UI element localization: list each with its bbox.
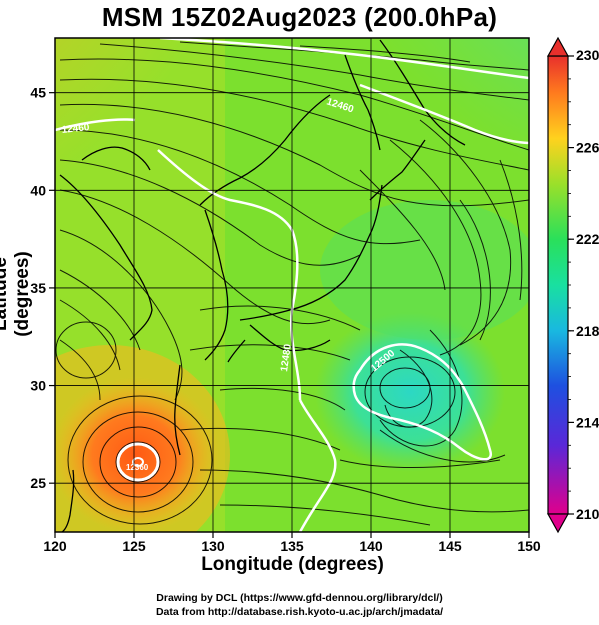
colorbar-tick-label: 230 [576,47,599,63]
field-cool-northeast [329,38,529,208]
colorbar-tick-label: 210 [576,506,599,522]
colorbar-tick-label: 218 [576,323,599,339]
contour-label: 12480 [279,343,294,373]
x-axis-ticks: 120 125 130 135 140 145 150 [43,532,541,554]
x-axis-label: Longitude (degrees) [201,554,384,575]
streamlines [55,41,529,526]
colorbar-tick-label: 222 [576,231,599,247]
field-cool-center [315,312,505,472]
x-tick-label: 145 [438,538,462,554]
map-title: MSM 15Z02Aug2023 (200.0hPa) [101,2,498,32]
y-tick-label: 45 [30,85,46,101]
coastlines [59,39,466,532]
y-tick-label: 25 [30,475,46,491]
colorbar-tick-label: 214 [576,414,599,430]
y-tick-label: 30 [30,378,46,394]
field-green-east [320,200,529,340]
x-tick-label: 125 [122,538,146,554]
x-tick-label: 130 [201,538,225,554]
contour-label: 12360 [126,463,149,472]
x-tick-label: 120 [43,538,67,554]
contour-label: 12460 [61,122,90,136]
x-tick-label: 135 [280,538,304,554]
colorbar-top-arrow [546,36,570,57]
plot-area: 12460 12460 12480 12500 12360 [55,38,529,532]
y-tick-label: 40 [30,182,46,198]
credit-drawing: Drawing by DCL (https://www.gfd-dennou.o… [156,592,443,604]
colorbar-tick-label: 226 [576,140,599,156]
x-tick-label: 140 [359,538,383,554]
x-tick-label: 150 [517,538,541,554]
field-warm-core [55,377,220,532]
credit-data: Data from http://database.rish.kyoto-u.a… [155,606,444,618]
colorbar-bottom-arrow [546,513,570,534]
colorbar: 230 226 222 218 214 210 [546,36,599,534]
colorbar-gradient [547,55,569,515]
y-tick-label: 35 [30,280,46,296]
y-axis-ticks: 25 30 35 40 45 [30,85,55,491]
grid-lines [55,38,529,532]
